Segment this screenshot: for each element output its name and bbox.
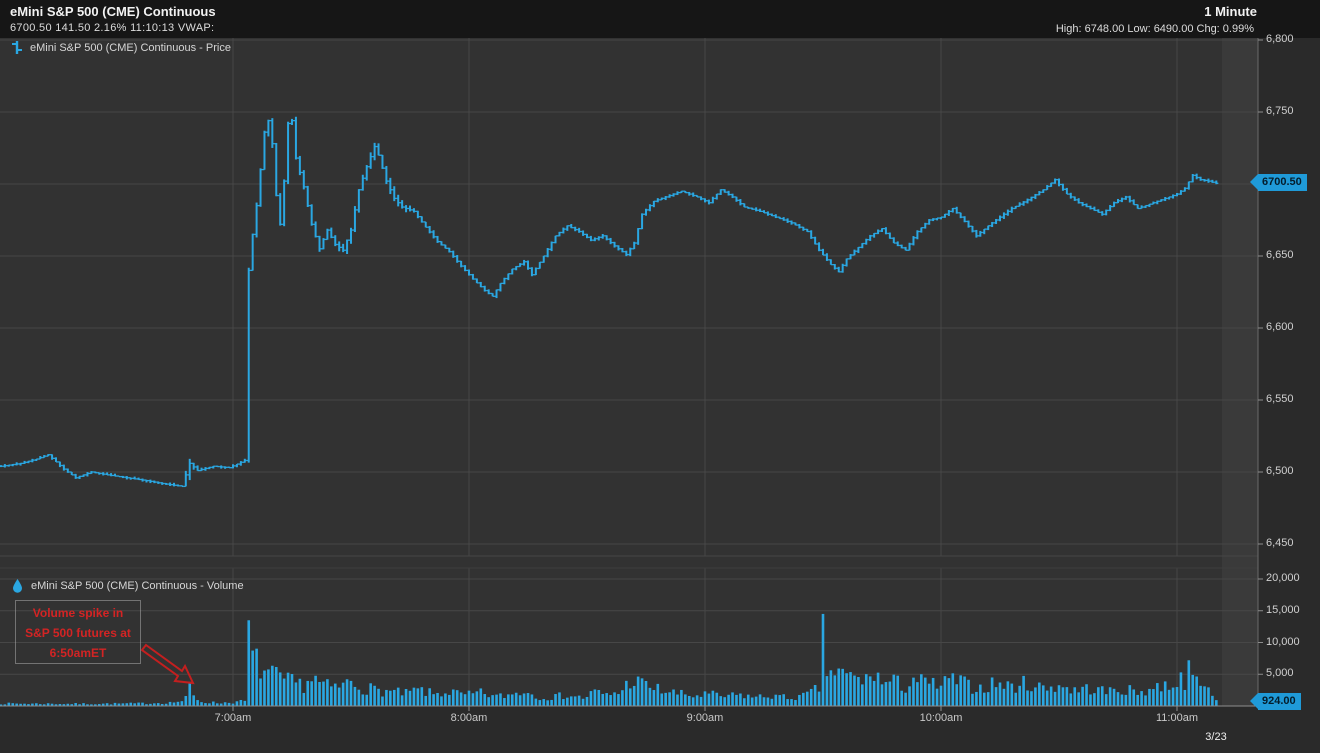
time-axis-tick: 10:00am bbox=[919, 712, 963, 724]
volume-axis-tick: 20,000 bbox=[1266, 572, 1300, 584]
time-axis-tick: 11:00am bbox=[1156, 712, 1198, 724]
last-price-badge: 6700.50 bbox=[1250, 174, 1307, 191]
interval-label[interactable]: 1 Minute bbox=[1204, 4, 1257, 19]
price-axis-tick: 6,600 bbox=[1266, 321, 1294, 333]
price-axis-tick: 6,500 bbox=[1266, 465, 1294, 477]
time-axis-tick: 9:00am bbox=[686, 712, 724, 724]
last-volume-badge: 924.00 bbox=[1250, 693, 1301, 710]
time-axis-tick: 8:00am bbox=[450, 712, 488, 724]
date-axis-label: 3/23 bbox=[1205, 731, 1227, 743]
price-axis-tick: 6,650 bbox=[1266, 249, 1294, 261]
volume-axis-tick: 15,000 bbox=[1266, 603, 1300, 616]
instrument-title: eMini S&P 500 (CME) Continuous bbox=[10, 4, 216, 19]
volume-droplet-icon bbox=[12, 579, 23, 593]
price-axis-tick: 6,750 bbox=[1266, 105, 1294, 117]
volume-spike-annotation[interactable]: Volume spike in S&P 500 futures at 6:50a… bbox=[15, 600, 141, 664]
price-legend-label: eMini S&P 500 (CME) Continuous - Price bbox=[30, 41, 231, 54]
time-axis-tick: 7:00am bbox=[214, 712, 252, 724]
price-axis-tick: 6,800 bbox=[1266, 33, 1294, 45]
price-axis-tick: 6,450 bbox=[1266, 537, 1294, 549]
high-low-change-line: High: 6748.00 Low: 6490.00 Chg: 0.99% bbox=[1055, 23, 1254, 35]
volume-axis-tick: 10,000 bbox=[1266, 635, 1300, 648]
volume-axis-tick: 5,000 bbox=[1266, 667, 1294, 680]
quote-line: 6700.50 141.50 2.16% 11:10:13 VWAP: bbox=[10, 22, 215, 34]
header-bar bbox=[0, 0, 1320, 38]
price-bar-icon bbox=[12, 40, 22, 55]
price-axis-tick: 6,550 bbox=[1266, 393, 1294, 405]
price-series-legend[interactable]: eMini S&P 500 (CME) Continuous - Price bbox=[12, 40, 231, 55]
volume-legend-label: eMini S&P 500 (CME) Continuous - Volume bbox=[31, 580, 244, 592]
volume-series-legend[interactable]: eMini S&P 500 (CME) Continuous - Volume bbox=[12, 579, 244, 593]
